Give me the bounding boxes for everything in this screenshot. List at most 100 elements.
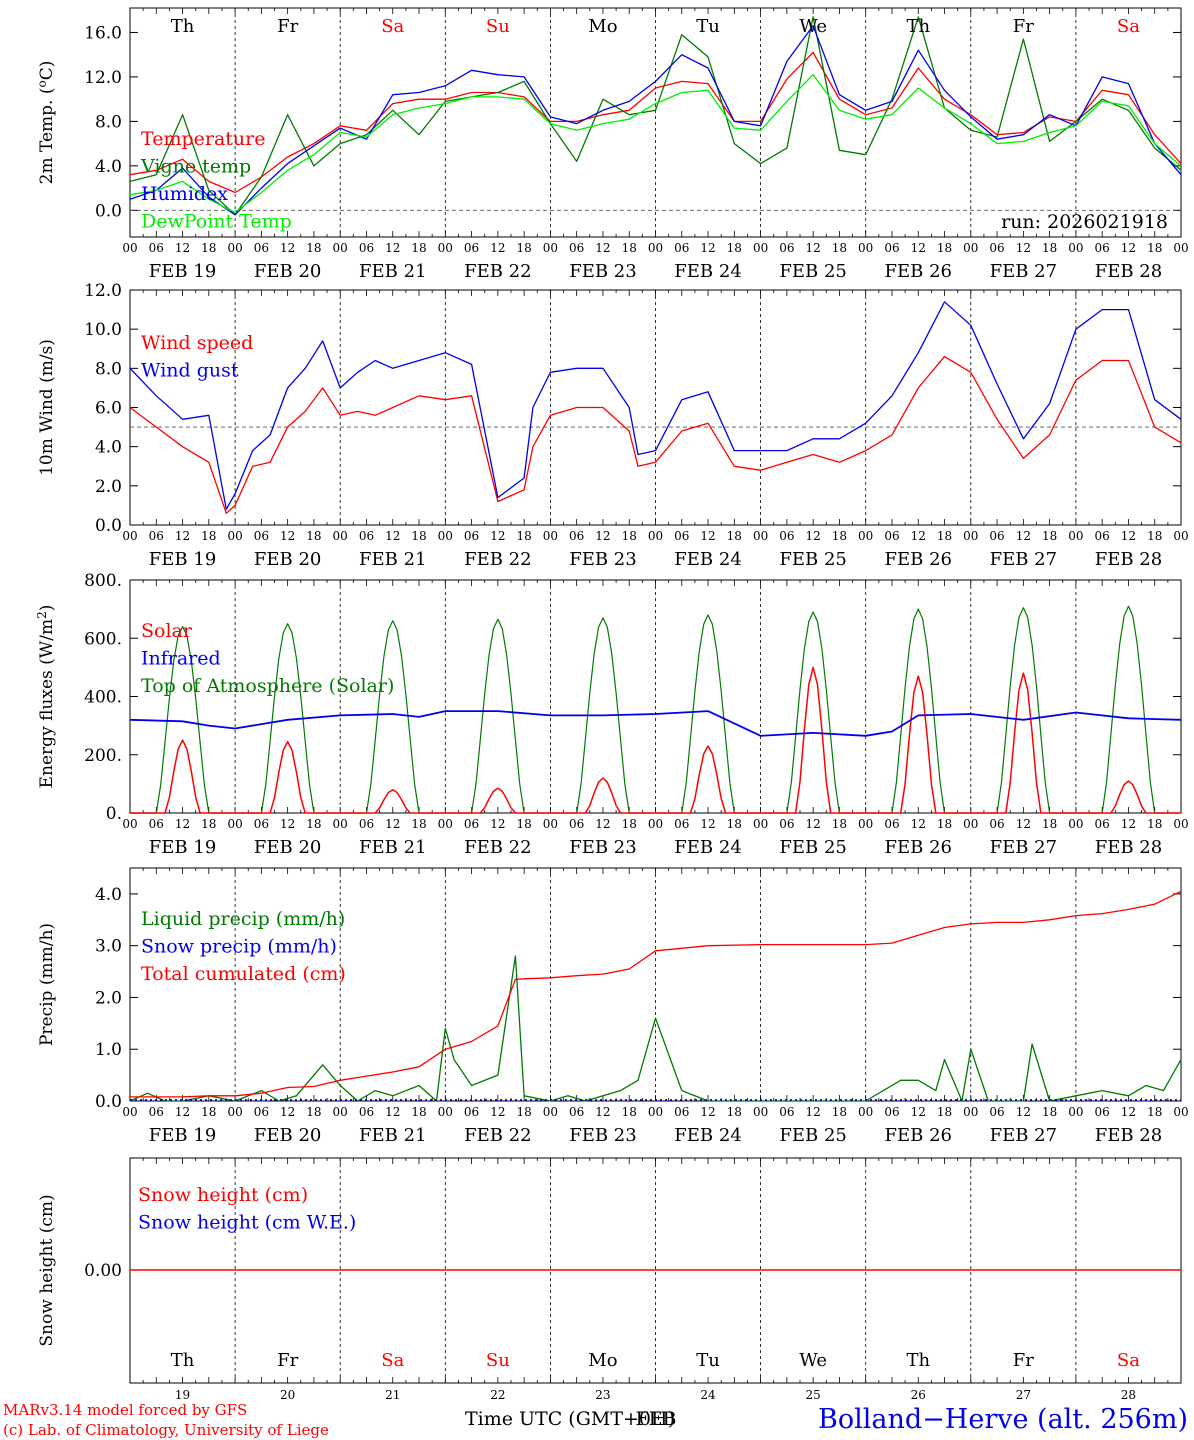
x-axis-label-overlap: FEB [635,1408,676,1430]
series-solar [235,740,341,814]
date-label: FEB 24 [674,549,741,570]
hour-tick-label: 00 [963,817,978,831]
hour-tick-label: 12 [806,817,821,831]
hour-tick-label: 06 [674,817,689,831]
y-tick-label: 0.00 [84,1261,122,1281]
hour-tick-label: 00 [438,529,453,543]
hour-tick-label: 12 [1016,817,1031,831]
series-liquid-precip-mm-h- [129,955,1182,1102]
date-label: FEB 21 [359,837,426,858]
date-label: FEB 25 [779,1125,846,1146]
hour-tick-label: 06 [569,817,584,831]
legend-entry: Liquid precip (mm/h) [141,908,345,930]
day-label: Tu [696,1350,720,1371]
hour-tick-label: 00 [1068,1105,1083,1119]
day-number: 28 [1121,1388,1136,1402]
hour-tick-label: 12 [490,529,505,543]
hour-tick-label: 18 [622,817,637,831]
hour-tick-label: 12 [490,817,505,831]
legend-entry: Vigne temp [140,156,251,178]
series-vigne-temp [129,16,1182,216]
hour-tick-label: 00 [1173,817,1188,831]
hour-tick-label: 06 [779,817,794,831]
hour-tick-label: 06 [989,529,1004,543]
hour-tick-label: 18 [411,817,426,831]
hour-tick-label: 18 [727,1105,742,1119]
series-toa-solar [760,611,866,814]
hour-tick-label: 06 [989,817,1004,831]
series-solar [655,745,761,814]
day-label: Fr [277,16,298,37]
y-axis-label-temp: 2m Temp. (oC) [35,61,57,185]
hour-tick-label: 06 [884,241,899,255]
hour-tick-label: 00 [1173,1105,1188,1119]
hour-tick-label: 18 [832,529,847,543]
day-label: Sa [1117,16,1140,37]
legend-entry: Top of Atmosphere (Solar) [141,675,394,697]
hour-tick-label: 00 [1173,241,1188,255]
day-label: Th [171,16,195,37]
series-solar [970,672,1076,814]
date-label: FEB 26 [885,837,952,858]
hour-tick-label: 12 [595,817,610,831]
series-solar [130,739,236,814]
legend-entry: DewPoint Temp [141,211,292,233]
hour-tick-label: 18 [306,1105,321,1119]
series-toa-solar [340,620,446,814]
date-label: FEB 27 [990,1125,1057,1146]
hour-tick-label: 06 [254,241,269,255]
hour-tick-label: 00 [333,241,348,255]
hour-tick-label: 18 [937,1105,952,1119]
day-number: 26 [911,1388,926,1402]
day-label: Th [906,1350,930,1371]
hour-tick-label: 18 [832,817,847,831]
hour-tick-label: 00 [648,529,663,543]
legend-entry: Solar [141,620,193,642]
date-label: FEB 28 [1095,549,1162,570]
hour-tick-label: 18 [516,1105,531,1119]
y-axis-label-snow: Snow height (cm) [37,1194,57,1346]
hour-tick-label: 00 [333,817,348,831]
date-label: FEB 25 [779,837,846,858]
hour-tick-label: 00 [438,1105,453,1119]
hour-tick-label: 18 [306,241,321,255]
series-solar [340,788,446,814]
hour-tick-label: 06 [674,529,689,543]
hour-tick-label: 00 [963,241,978,255]
hour-tick-label: 12 [280,529,295,543]
y-tick-label: 4.0 [95,157,122,177]
hour-tick-label: 18 [937,241,952,255]
date-label: FEB 20 [254,549,321,570]
series-toa-solar [445,618,551,814]
hour-tick-label: 06 [149,529,164,543]
hour-tick-label: 12 [595,529,610,543]
hour-tick-label: 12 [700,529,715,543]
date-label: FEB 22 [464,1125,531,1146]
hour-tick-label: 18 [306,529,321,543]
hour-tick-label: 18 [727,241,742,255]
day-label: Sa [1117,1350,1140,1371]
date-label: FEB 20 [254,261,321,282]
hour-tick-label: 12 [700,241,715,255]
day-label: Fr [1013,1350,1034,1371]
hour-tick-label: 12 [806,1105,821,1119]
hour-tick-label: 12 [175,529,190,543]
hour-tick-label: 18 [1042,1105,1057,1119]
hour-tick-label: 00 [543,529,558,543]
date-label: FEB 27 [990,549,1057,570]
day-label: Th [906,16,930,37]
y-tick-label: 10.0 [84,320,122,340]
hour-tick-label: 00 [753,241,768,255]
hour-tick-label: 18 [516,529,531,543]
series-solar [445,787,551,814]
hour-tick-label: 00 [858,241,873,255]
y-tick-label: 6.0 [95,399,122,419]
day-number: 27 [1016,1388,1031,1402]
hour-tick-label: 06 [1095,1105,1110,1119]
hour-tick-label: 12 [280,241,295,255]
day-number: 23 [595,1388,610,1402]
hour-tick-label: 06 [674,1105,689,1119]
hour-tick-label: 12 [175,817,190,831]
hour-tick-label: 12 [595,241,610,255]
hour-tick-label: 12 [1121,817,1136,831]
